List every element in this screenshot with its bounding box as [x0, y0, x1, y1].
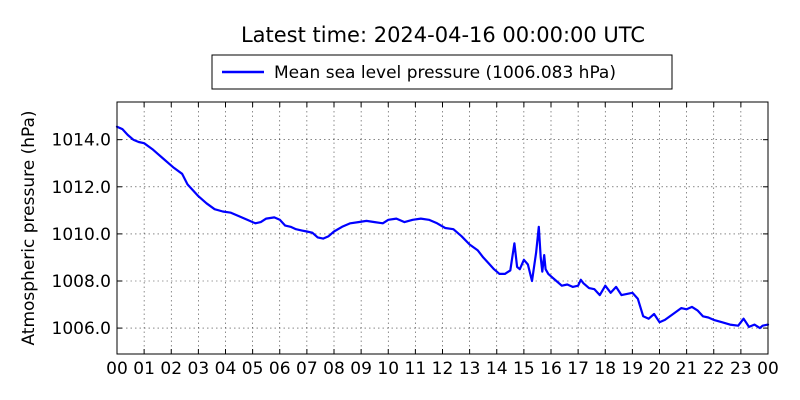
- x-tick-label: 18: [594, 359, 616, 379]
- y-tick-labels: 1006.0 1008.0 1010.0 1012.0 1014.0: [52, 131, 111, 339]
- legend: Mean sea level pressure (1006.083 hPa): [211, 54, 673, 90]
- x-tick-label: 11: [405, 359, 427, 379]
- y-tick-label: 1006.0: [52, 319, 111, 339]
- x-tick-labels: 00 01 02 03 04 05 06 07 08 09 10 11 12 13 14 15 16 17 18 19…: [106, 359, 779, 379]
- x-tick-label: 04: [215, 359, 237, 379]
- x-tick-label: 23: [730, 359, 752, 379]
- x-tick-label: 03: [188, 359, 210, 379]
- legend-box: [211, 54, 673, 90]
- y-tick-label: 1010.0: [52, 225, 111, 245]
- x-tick-label: 01: [133, 359, 155, 379]
- x-tick-label: 08: [323, 359, 345, 379]
- x-tick-label: 02: [160, 359, 182, 379]
- x-tick-label: 13: [459, 359, 481, 379]
- x-tick-label: 21: [676, 359, 698, 379]
- x-tick-label: 07: [296, 359, 318, 379]
- x-tick-label: 06: [269, 359, 291, 379]
- y-tick-label: 1008.0: [52, 272, 111, 292]
- x-tick-label: 14: [486, 359, 508, 379]
- legend-label: Mean sea level pressure (1006.083 hPa): [274, 63, 616, 83]
- y-axis-label: Atmospheric pressure (hPa): [19, 110, 39, 345]
- chart-title: Latest time: 2024-04-16 00:00:00 UTC: [241, 23, 645, 47]
- x-tick-label: 10: [377, 359, 399, 379]
- x-tick-label: 17: [567, 359, 589, 379]
- x-tick-label: 09: [350, 359, 372, 379]
- x-tick-label: 16: [540, 359, 562, 379]
- series-layer: [115, 125, 770, 330]
- x-tick-label: 12: [432, 359, 454, 379]
- y-tick-label: 1014.0: [52, 131, 111, 151]
- plot-frame: [116, 101, 769, 355]
- grid-lines: [117, 102, 768, 354]
- x-tick-label: 20: [649, 359, 671, 379]
- x-tick-label: 05: [242, 359, 264, 379]
- x-tick-label: 22: [703, 359, 725, 379]
- x-tick-label: 00: [106, 359, 128, 379]
- x-tick-label: 00: [757, 359, 779, 379]
- x-tick-label: 19: [622, 359, 644, 379]
- y-tick-label: 1012.0: [52, 178, 111, 198]
- x-tick-label: 15: [513, 359, 535, 379]
- series-line-pressure: [115, 125, 770, 330]
